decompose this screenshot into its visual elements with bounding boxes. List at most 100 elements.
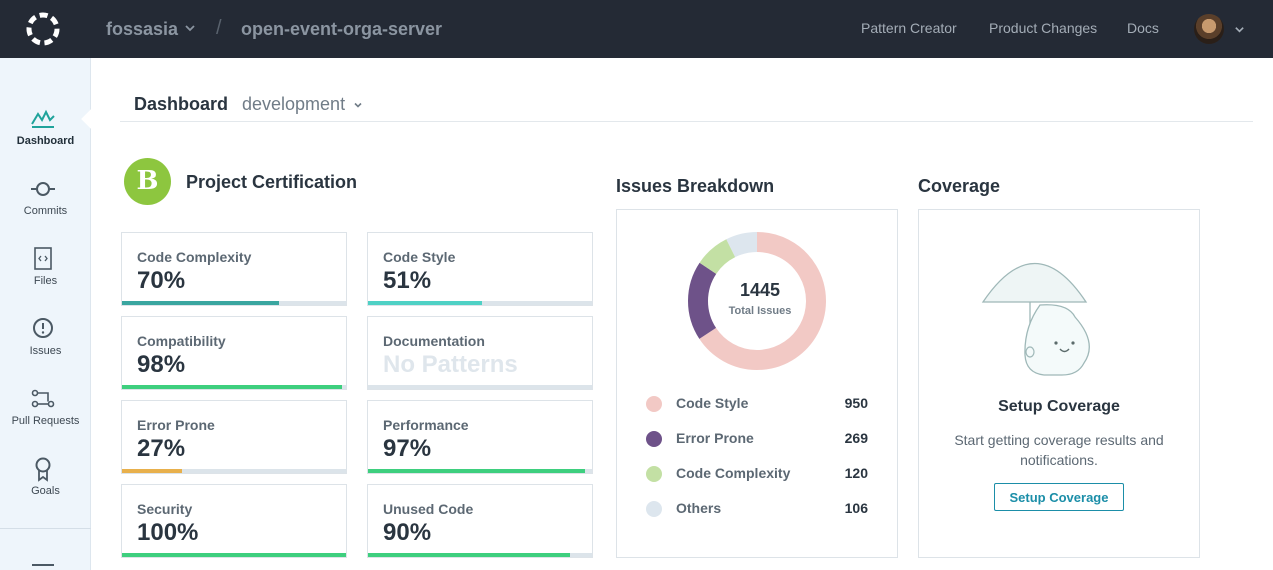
sidebar-item-issues[interactable]: Issues	[0, 316, 91, 386]
metric-name: Documentation	[383, 333, 485, 349]
metric-value: 98%	[137, 351, 186, 378]
sidebar-item-label: Commits	[23, 205, 68, 217]
file-code-icon	[34, 247, 52, 270]
legend-color-dot	[646, 466, 662, 482]
metric-progress-fill	[368, 469, 586, 473]
sidebar: Dashboard Commits Files Issues	[0, 58, 91, 570]
legend-item-others[interactable]: Others 106	[646, 498, 868, 518]
metric-value: 51%	[383, 267, 432, 294]
breadcrumb-separator: /	[216, 17, 222, 39]
donut-slice-code-complexity[interactable]	[699, 239, 736, 275]
page-title: Dashboard	[134, 94, 229, 114]
legend-color-dot	[646, 501, 662, 517]
donut-slice-others[interactable]	[726, 232, 758, 258]
legend-color-dot	[646, 396, 662, 412]
legend-color-dot	[646, 431, 662, 447]
legend-item-code-style[interactable]: Code Style 950	[646, 393, 868, 413]
grade-badge: B	[124, 158, 171, 205]
metric-progress-track	[122, 301, 346, 305]
menu-icon[interactable]	[32, 564, 54, 570]
certification-title: Project Certification	[186, 172, 358, 192]
coverage-title: Coverage	[918, 176, 1001, 196]
legend-label: Code Style	[676, 395, 749, 411]
chevron-down-icon[interactable]	[353, 100, 363, 110]
sidebar-divider	[0, 528, 91, 529]
metric-progress-track	[368, 469, 592, 473]
donut-slice-error-prone[interactable]	[688, 262, 717, 339]
issues-breakdown-title: Issues Breakdown	[616, 176, 775, 196]
metric-name: Unused Code	[383, 501, 474, 517]
commit-icon	[31, 182, 55, 196]
metric-card-error-prone[interactable]: Error Prone 27%	[121, 400, 347, 474]
user-avatar[interactable]	[1194, 14, 1224, 44]
metric-card-documentation[interactable]: Documentation No Patterns	[367, 316, 593, 390]
metric-progress-fill	[122, 301, 279, 305]
setup-coverage-button[interactable]: Setup Coverage	[994, 483, 1124, 511]
header-divider	[120, 121, 1253, 122]
codacy-logo-icon[interactable]	[24, 10, 62, 48]
legend-count: 120	[844, 465, 868, 481]
metric-progress-fill	[368, 301, 483, 305]
ribbon-icon	[35, 457, 51, 482]
breadcrumb-org[interactable]: fossasia	[106, 19, 179, 39]
sidebar-item-files[interactable]: Files	[0, 246, 91, 316]
metric-progress-track	[122, 553, 346, 557]
legend-item-code-complexity[interactable]: Code Complexity 120	[646, 463, 868, 483]
metric-progress-track	[122, 385, 346, 389]
legend-count: 106	[844, 500, 868, 516]
sidebar-item-label: Files	[33, 275, 58, 287]
sidebar-item-pull-requests[interactable]: Pull Requests	[0, 386, 91, 456]
legend-label: Others	[676, 500, 722, 516]
metric-name: Error Prone	[137, 417, 215, 433]
sidebar-item-dashboard[interactable]: Dashboard	[0, 106, 91, 176]
metric-progress-track	[122, 469, 346, 473]
metric-card-code-complexity[interactable]: Code Complexity 70%	[121, 232, 347, 306]
metric-value: No Patterns	[383, 351, 518, 378]
metric-name: Security	[137, 501, 193, 517]
pattern-creator-link[interactable]: Pattern Creator	[861, 20, 957, 36]
legend-count: 269	[844, 430, 868, 446]
chevron-down-icon[interactable]	[1234, 24, 1245, 35]
sidebar-item-label: Goals	[31, 485, 60, 497]
legend-item-error-prone[interactable]: Error Prone 269	[646, 428, 868, 448]
metric-card-code-style[interactable]: Code Style 51%	[367, 232, 593, 306]
metric-card-performance[interactable]: Performance 97%	[367, 400, 593, 474]
total-issues-count: 1445	[739, 280, 781, 300]
chevron-down-icon[interactable]	[184, 22, 196, 34]
metric-name: Performance	[383, 417, 469, 433]
metric-progress-track	[368, 553, 592, 557]
breadcrumb-repo[interactable]: open-event-orga-server	[241, 19, 443, 39]
sidebar-item-commits[interactable]: Commits	[0, 176, 91, 246]
metric-progress-fill	[122, 385, 342, 389]
issues-donut-chart[interactable]	[686, 230, 828, 372]
branch-selector[interactable]: development	[242, 94, 346, 114]
metric-progress-track	[368, 301, 592, 305]
metric-card-security[interactable]: Security 100%	[121, 484, 347, 558]
setup-coverage-heading: Setup Coverage	[998, 398, 1120, 415]
product-changes-link[interactable]: Product Changes	[989, 20, 1098, 36]
coverage-description: Start getting coverage results and notif…	[954, 432, 1164, 468]
metric-value: 27%	[137, 435, 186, 462]
top-navigation-bar: fossasia / open-event-orga-server Patter…	[0, 0, 1273, 58]
metric-progress-fill	[368, 553, 570, 557]
metric-progress-fill	[122, 553, 346, 557]
sidebar-item-label: Issues	[29, 345, 62, 357]
metric-progress-fill	[122, 469, 183, 473]
metric-name: Code Style	[383, 249, 456, 265]
legend-count: 950	[844, 395, 868, 411]
sidebar-item-label: Pull Requests	[11, 415, 80, 427]
metric-value: 100%	[137, 519, 199, 546]
metric-value: 70%	[137, 267, 186, 294]
sidebar-item-goals[interactable]: Goals	[0, 456, 91, 526]
docs-link[interactable]: Docs	[1127, 20, 1159, 36]
donut-slice-code-style[interactable]	[699, 232, 826, 370]
metric-card-unused-code[interactable]: Unused Code 90%	[367, 484, 593, 558]
umbrella-mascot-illustration	[981, 263, 1090, 376]
pull-request-icon	[31, 389, 55, 408]
issues-breakdown-panel	[616, 209, 898, 558]
metric-name: Code Complexity	[137, 249, 252, 265]
metric-value: 90%	[383, 519, 432, 546]
sidebar-item-label: Dashboard	[16, 135, 75, 147]
metric-card-compatibility[interactable]: Compatibility 98%	[121, 316, 347, 390]
total-issues-label: Total Issues	[728, 305, 792, 317]
